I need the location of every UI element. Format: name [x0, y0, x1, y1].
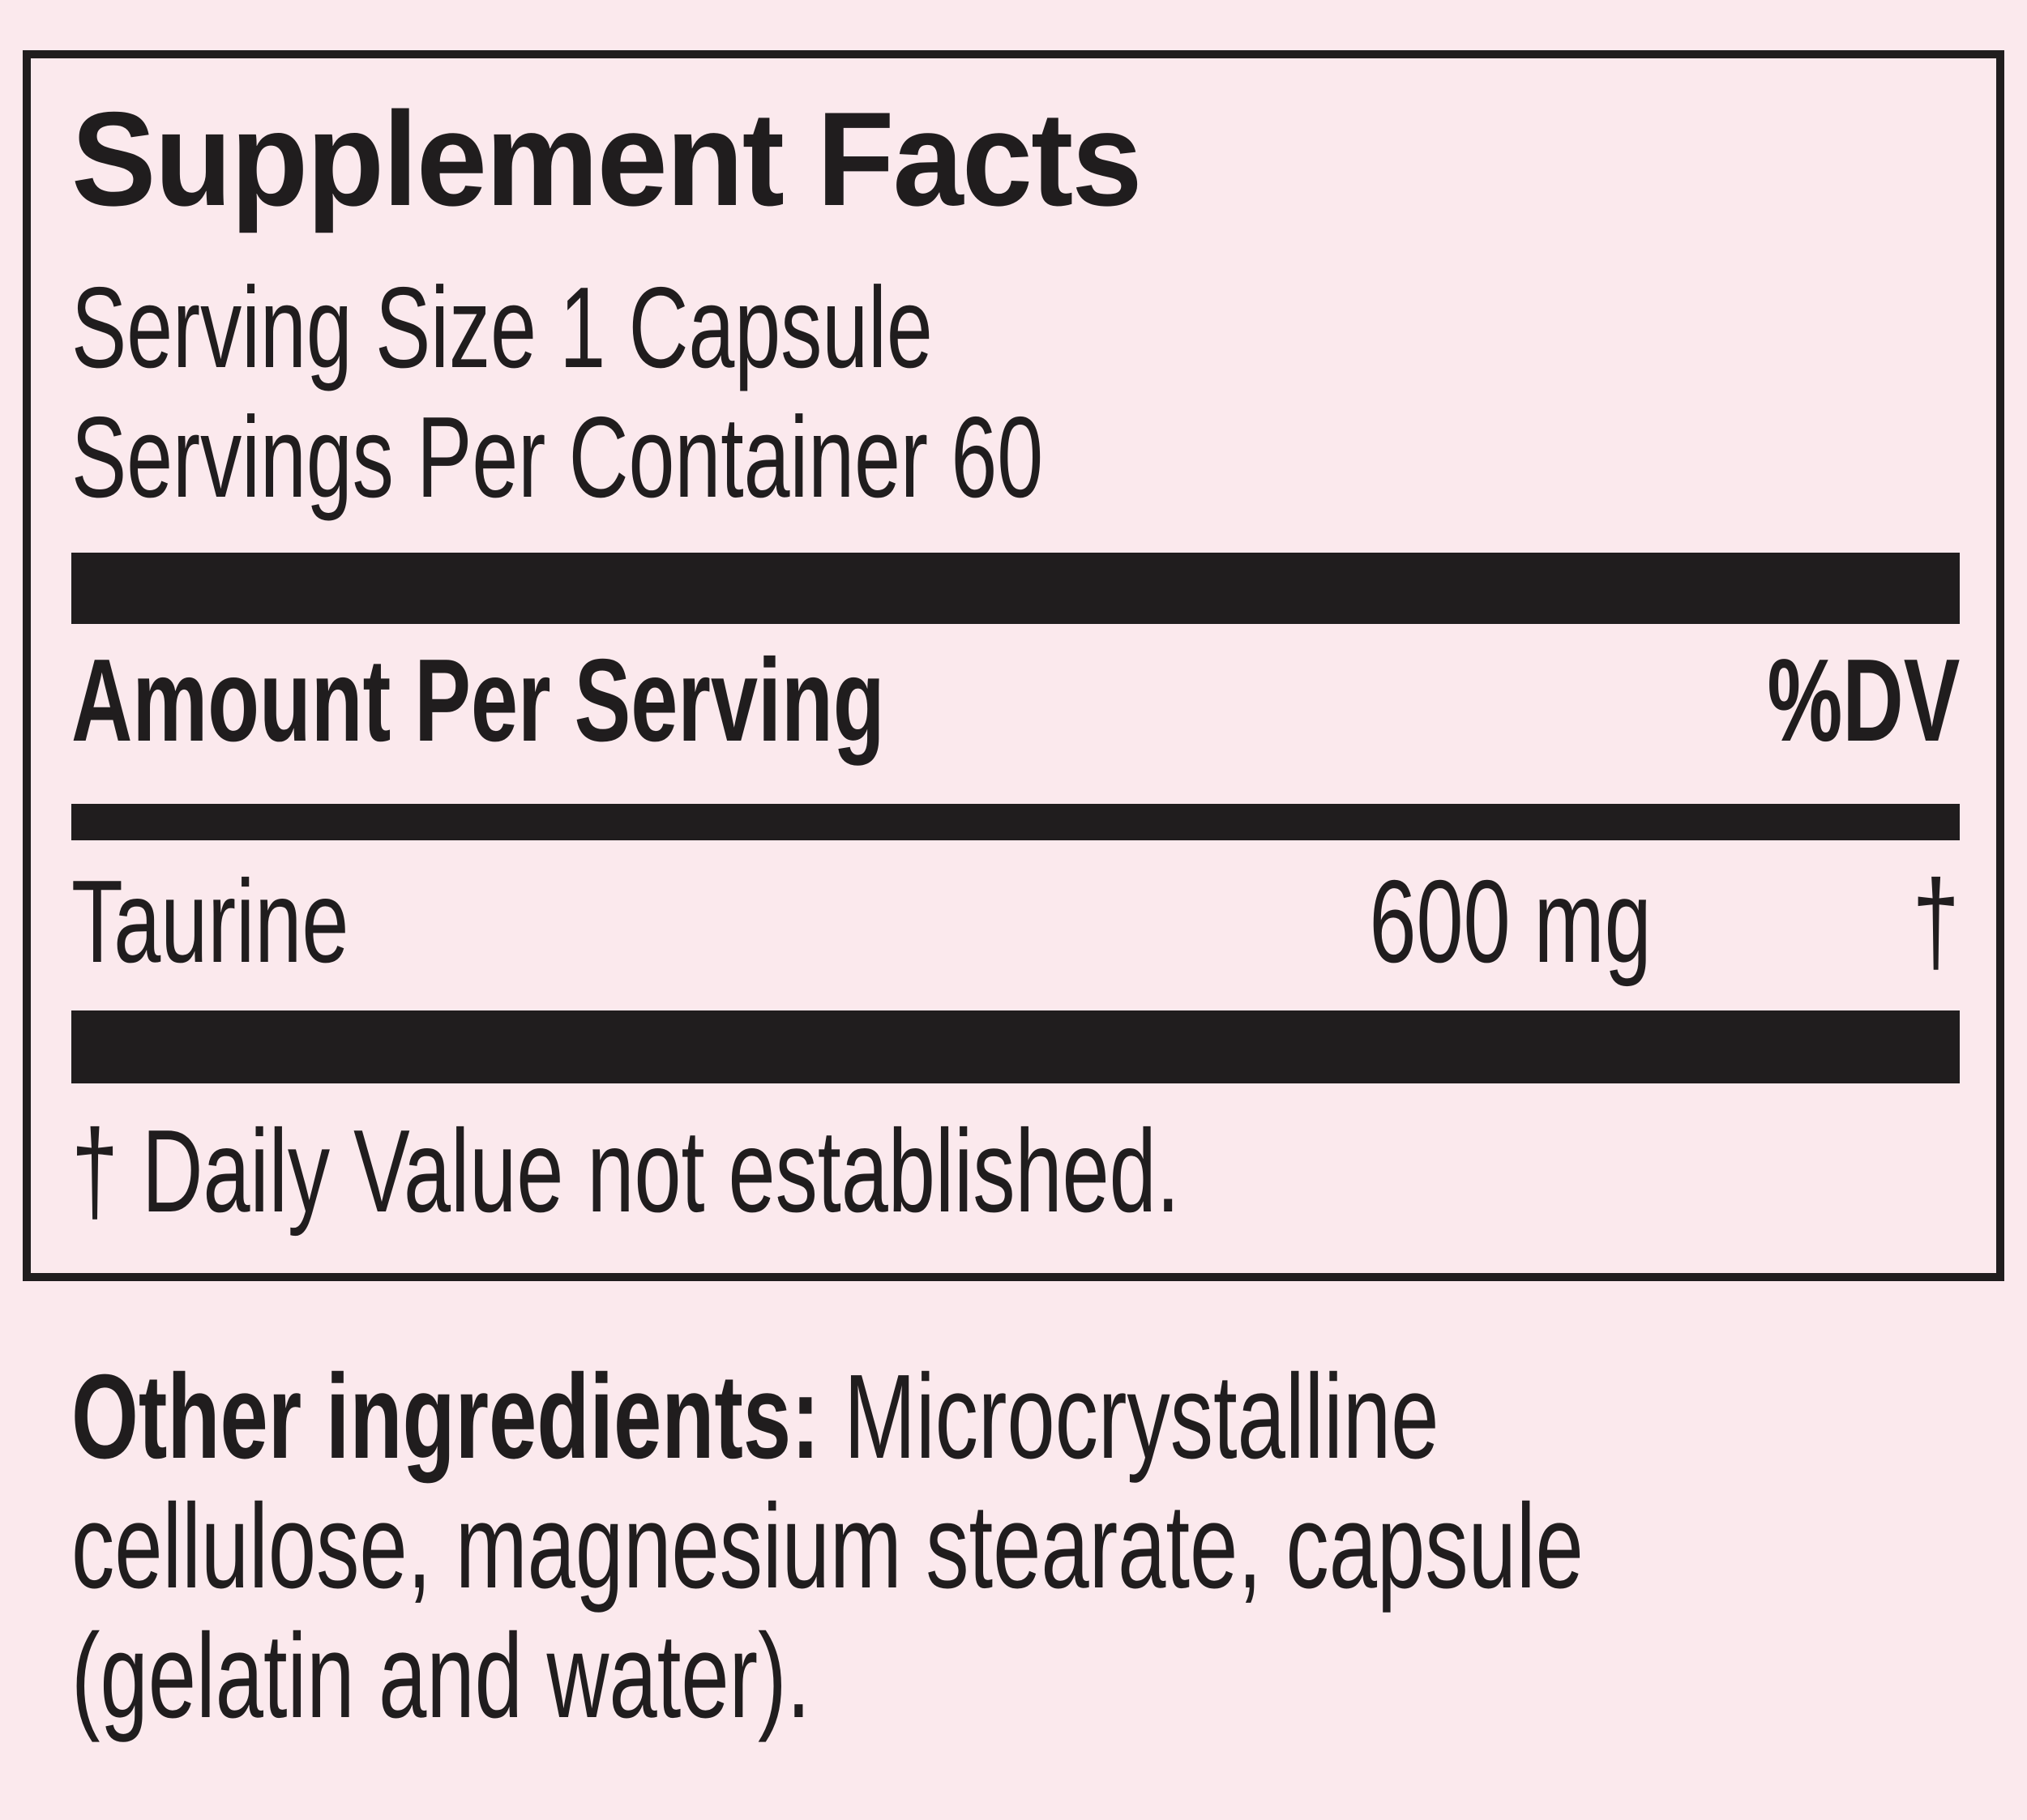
serving-size-text: Serving Size 1 Capsule: [71, 263, 933, 392]
other-ingredients-line-1: Other ingredients: Microcrystalline: [71, 1352, 1986, 1482]
amount-per-serving-header: Amount Per Serving: [71, 635, 1652, 765]
other-ingredients-lead: Other ingredients:: [71, 1350, 820, 1484]
divider-thin: [71, 804, 1960, 840]
other-ingredients-line-1-text: Other ingredients: Microcrystalline: [71, 1352, 1439, 1482]
supplement-label-page: { "colors": { "background": "#fbe9ed", "…: [0, 50, 2027, 1820]
ingredient-amount-text: 600 mg: [1369, 856, 1652, 987]
other-ingredients-line-3-text: (gelatin and water).: [71, 1609, 811, 1743]
supplement-facts-box: Supplement Facts Serving Size 1 Capsule …: [23, 50, 2004, 1281]
divider-thick-top: [71, 553, 1960, 624]
serving-size-line: Serving Size 1 Capsule: [71, 263, 1960, 393]
other-ingredients-line-2: cellulose, magnesium stearate, capsule: [71, 1482, 1986, 1612]
other-ingredients-line-1-rest: Microcrystalline: [819, 1350, 1439, 1484]
supplement-facts-title: Supplement Facts: [71, 92, 1960, 226]
daily-value-footnote-text: † Daily Value not established.: [71, 1105, 1180, 1237]
other-ingredients-line-3: (gelatin and water).: [71, 1612, 1986, 1741]
ingredient-name-text: Taurine: [71, 856, 349, 987]
ingredient-name: Taurine: [71, 857, 1259, 986]
other-ingredients-line-2-text: cellulose, magnesium stearate, capsule: [71, 1480, 1584, 1613]
ingredient-dv-dagger: †: [1652, 857, 1960, 986]
ingredient-amount: 600 mg: [1259, 857, 1652, 986]
dagger-symbol: †: [1912, 856, 1960, 987]
servings-per-container-text: Servings Per Container 60: [71, 393, 1044, 522]
daily-value-footnote: † Daily Value not established.: [71, 1106, 1960, 1236]
amount-per-serving-text: Amount Per Serving: [71, 634, 885, 766]
divider-thick-bottom: [71, 1010, 1960, 1083]
supplement-facts-title-text: Supplement Facts: [71, 84, 1143, 233]
other-ingredients-paragraph: Other ingredients: Microcrystalline cell…: [71, 1352, 1986, 1741]
amount-header-row: Amount Per Serving %DV: [71, 635, 1960, 765]
percent-dv-header: %DV: [1652, 635, 1960, 765]
ingredient-row-taurine: Taurine 600 mg †: [71, 857, 1960, 986]
servings-per-container-line: Servings Per Container 60: [71, 393, 1960, 523]
percent-dv-text: %DV: [1767, 634, 1960, 766]
